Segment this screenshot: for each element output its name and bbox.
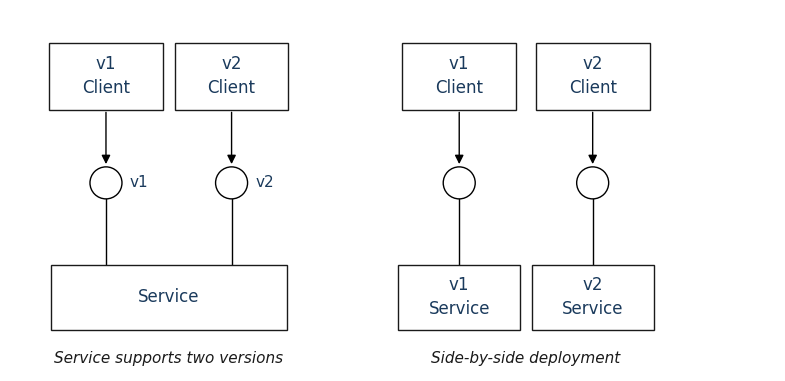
FancyBboxPatch shape bbox=[51, 265, 287, 330]
Text: v2
Client: v2 Client bbox=[207, 55, 256, 97]
Text: v2
Service: v2 Service bbox=[562, 276, 623, 318]
Text: Side-by-side deployment: Side-by-side deployment bbox=[431, 351, 621, 366]
Text: v1: v1 bbox=[130, 175, 148, 190]
Text: v2
Client: v2 Client bbox=[568, 55, 617, 97]
Text: v1
Client: v1 Client bbox=[435, 55, 484, 97]
Ellipse shape bbox=[577, 167, 608, 199]
Ellipse shape bbox=[216, 167, 247, 199]
FancyBboxPatch shape bbox=[402, 43, 516, 110]
FancyBboxPatch shape bbox=[535, 43, 649, 110]
FancyBboxPatch shape bbox=[398, 265, 520, 330]
Ellipse shape bbox=[90, 167, 122, 199]
FancyBboxPatch shape bbox=[532, 265, 653, 330]
FancyBboxPatch shape bbox=[49, 43, 162, 110]
Ellipse shape bbox=[444, 167, 475, 199]
FancyBboxPatch shape bbox=[175, 43, 289, 110]
Text: v1
Client: v1 Client bbox=[82, 55, 130, 97]
Text: Service: Service bbox=[138, 288, 199, 306]
Text: Service supports two versions: Service supports two versions bbox=[54, 351, 283, 366]
Text: v1
Service: v1 Service bbox=[429, 276, 490, 318]
Text: v2: v2 bbox=[256, 175, 274, 190]
